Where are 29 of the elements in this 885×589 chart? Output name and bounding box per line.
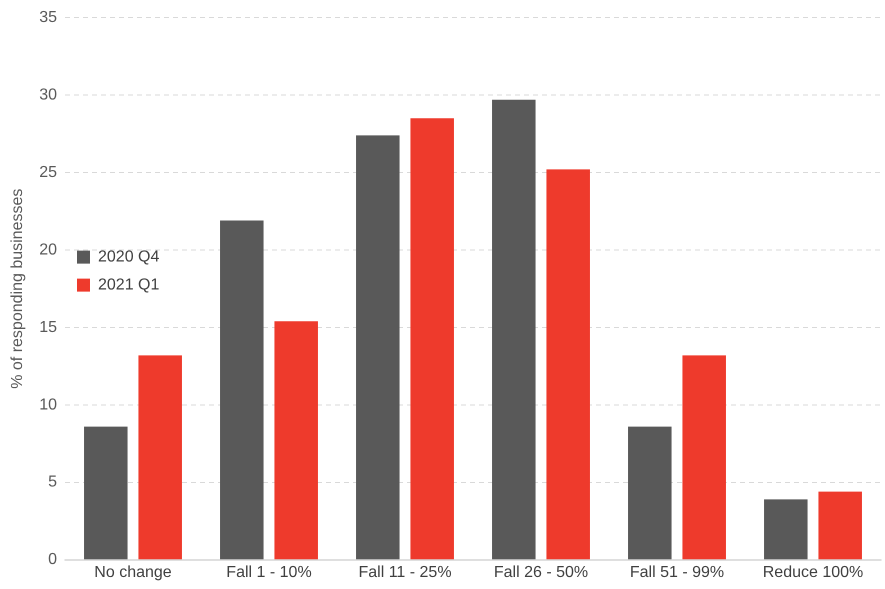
bar bbox=[84, 426, 128, 560]
bar bbox=[546, 169, 590, 560]
y-tick-label: 20 bbox=[39, 241, 58, 258]
y-tick-label: 5 bbox=[48, 474, 58, 491]
y-tick-label: 35 bbox=[39, 9, 58, 26]
legend-label: 2021 Q1 bbox=[98, 276, 160, 294]
x-tick-label: Fall 51 - 99% bbox=[630, 564, 724, 581]
y-tick-label: 0 bbox=[48, 551, 58, 568]
bar bbox=[410, 118, 454, 560]
bar bbox=[274, 321, 318, 560]
y-tick-label: 25 bbox=[39, 164, 58, 181]
y-tick-label: 15 bbox=[39, 318, 58, 336]
bar bbox=[138, 355, 182, 560]
x-tick-label: Reduce 100% bbox=[762, 564, 864, 581]
y-axis-title: % of responding businesses bbox=[9, 188, 26, 389]
bar bbox=[764, 499, 808, 560]
legend-label: 2020 Q4 bbox=[98, 248, 160, 266]
x-tick-label: No change bbox=[94, 564, 172, 581]
x-tick-label: Fall 1 - 10% bbox=[226, 564, 312, 581]
x-tick-label: Fall 11 - 25% bbox=[358, 564, 452, 581]
bar bbox=[628, 426, 672, 560]
y-tick-label: 10 bbox=[39, 396, 58, 414]
x-tick-label: Fall 26 - 50% bbox=[494, 564, 588, 581]
y-tick-label: 30 bbox=[39, 86, 58, 104]
bar bbox=[492, 100, 536, 560]
bar bbox=[818, 492, 862, 560]
bar bbox=[682, 355, 726, 560]
bar bbox=[220, 220, 264, 560]
bar bbox=[356, 135, 400, 560]
